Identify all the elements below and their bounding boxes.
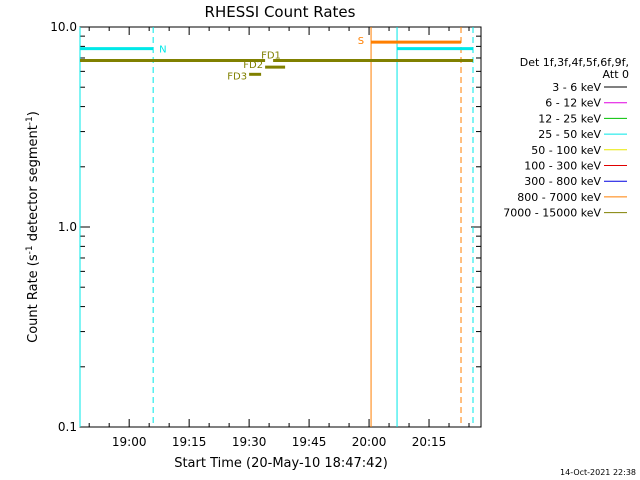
x-tick-label: 19:00 <box>112 435 147 449</box>
flag-label-fd1: FD1 <box>261 50 281 61</box>
plot-frame <box>79 26 482 428</box>
flag-label-n: N <box>159 45 166 56</box>
legend-label: 300 - 800 keV <box>524 175 601 188</box>
x-tick-label: 20:00 <box>352 435 387 449</box>
vertical-markers <box>79 27 474 427</box>
x-tick-label: 20:15 <box>412 435 447 449</box>
timestamp: 14-Oct-2021 22:38 <box>560 468 636 477</box>
legend-label: 7000 - 15000 keV <box>503 207 601 220</box>
legend-label: 50 - 100 keV <box>531 144 601 157</box>
y-axis-label: Count Rate (s-1 detector segment-1) <box>25 111 41 343</box>
flag-label-fd3: FD3 <box>227 71 247 82</box>
y-tick-label: 1.0 <box>58 220 77 234</box>
x-tick-label: 19:30 <box>232 435 267 449</box>
x-tick-label: 19:15 <box>172 435 207 449</box>
legend-label: 6 - 12 keV <box>545 97 601 110</box>
x-axis-label: Start Time (20-May-10 18:47:42) <box>174 456 388 471</box>
legend-title-line: Det 1f,3f,4f,5f,6f,9f, <box>520 56 629 69</box>
legend-label: 100 - 300 keV <box>524 160 601 173</box>
legend-label: 3 - 6 keV <box>552 81 601 94</box>
y-tick-labels: 0.1 1.0 10.0 <box>50 20 77 434</box>
chart-title: RHESSI Count Rates <box>205 3 356 21</box>
legend-label: 12 - 25 keV <box>538 112 601 125</box>
flag-label-s: S <box>358 36 364 47</box>
legend-label: 25 - 50 keV <box>538 128 601 141</box>
legend-label: 800 - 7000 keV <box>517 191 601 204</box>
flag-label-fd2: FD2 <box>243 60 263 71</box>
axis-ticks <box>80 26 481 428</box>
y-tick-label: 0.1 <box>58 420 77 434</box>
x-tick-label: 19:45 <box>292 435 327 449</box>
y-tick-label: 10.0 <box>50 20 77 34</box>
x-tick-labels: 19:00 19:15 19:30 19:45 20:00 20:15 <box>112 435 446 449</box>
legend: Det 1f,3f,4f,5f,6f,9f,Att 03 - 6 keV 6 - … <box>503 56 629 220</box>
legend-title-line: Att 0 <box>603 68 629 81</box>
